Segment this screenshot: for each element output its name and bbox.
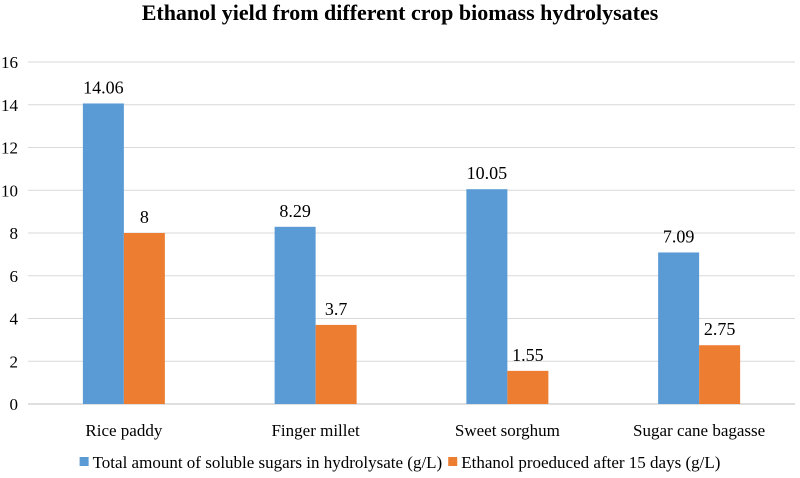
x-axis-categories: Rice paddy Finger millet Sweet sorghum Suga…	[85, 421, 765, 440]
y-tick-label: 16	[1, 53, 18, 72]
data-label: 3.7	[325, 299, 348, 319]
y-tick-label: 0	[10, 395, 19, 414]
bar	[274, 226, 316, 404]
bar	[658, 252, 700, 404]
chart-title: Ethanol yield from different crop biomas…	[142, 0, 659, 25]
legend-swatch	[79, 457, 89, 466]
y-tick-label: 10	[1, 181, 18, 200]
x-category-label: Sugar cane bagasse	[633, 421, 765, 440]
data-label: 14.06	[83, 77, 124, 97]
y-tick-label: 14	[1, 96, 19, 115]
bar	[123, 233, 165, 404]
legend-label: Total amount of soluble sugars in hydrol…	[93, 453, 443, 472]
y-tick-label: 6	[10, 267, 19, 286]
data-label: 1.55	[512, 345, 544, 365]
bar	[466, 189, 508, 404]
y-tick-label: 4	[10, 310, 19, 329]
data-label: 10.05	[467, 163, 508, 183]
bar	[699, 345, 741, 404]
bar	[315, 324, 357, 404]
bars	[82, 103, 741, 404]
x-category-label: Sweet sorghum	[455, 421, 560, 440]
y-tick-label: 8	[10, 224, 19, 243]
bar	[82, 103, 124, 404]
data-label: 8.29	[279, 201, 311, 221]
x-category-label: Rice paddy	[85, 421, 162, 440]
legend-label: Ethanol proeduced after 15 days (g/L)	[461, 453, 720, 472]
legend: Total amount of soluble sugars in hydrol…	[79, 453, 720, 472]
data-labels: 14.06 8 8.29 3.7 10.05 1.55 7.09 2.75	[83, 77, 735, 364]
data-label: 7.09	[663, 226, 695, 246]
y-axis-ticks: 0 2 4 6 8 10 12 14 16	[1, 53, 19, 414]
y-tick-label: 12	[1, 139, 18, 158]
data-label: 8	[140, 207, 149, 227]
data-label: 2.75	[704, 319, 736, 339]
bar	[507, 370, 549, 404]
x-category-label: Finger millet	[271, 421, 360, 440]
y-tick-label: 2	[10, 352, 19, 371]
legend-swatch	[448, 457, 458, 466]
